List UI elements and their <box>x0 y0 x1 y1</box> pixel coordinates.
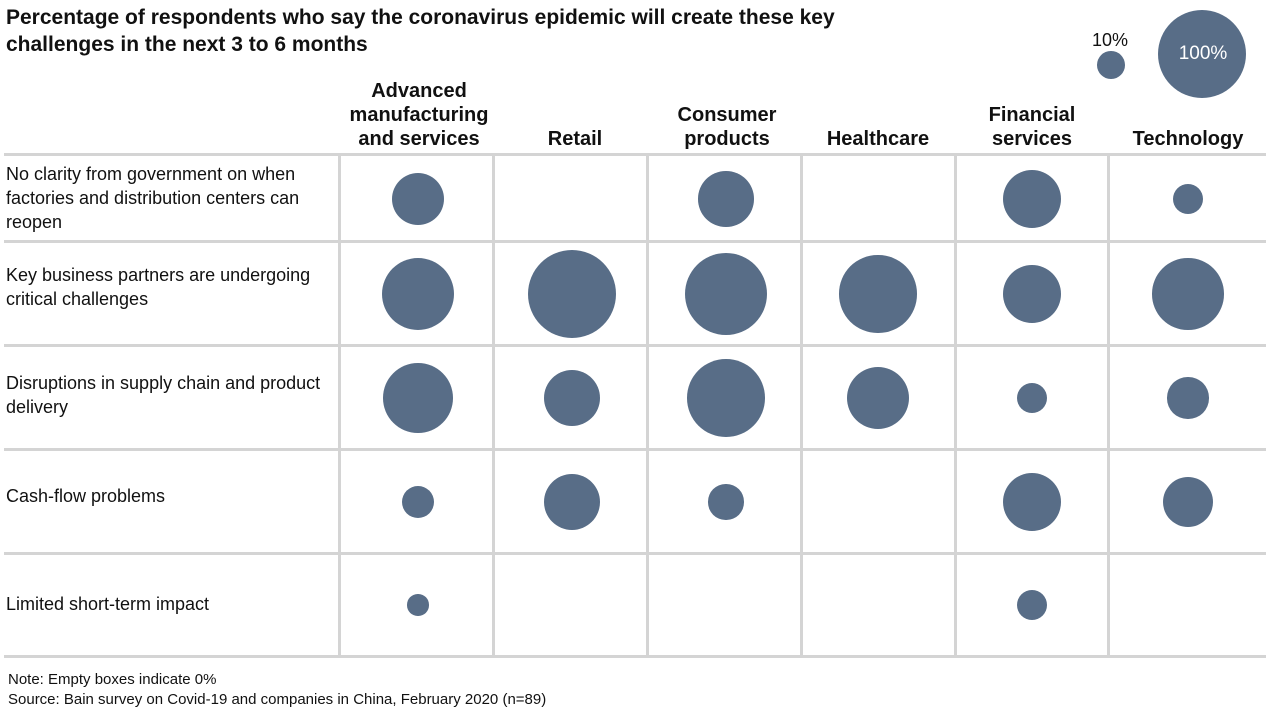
bubble-r1-c3 <box>698 171 754 227</box>
legend-bubble-small <box>1097 51 1125 79</box>
bubble-r2-c3 <box>684 252 768 336</box>
bubble-r4-c5 <box>1002 472 1062 532</box>
row-divider <box>4 448 1266 451</box>
bubble-r3-c3 <box>687 359 765 437</box>
bubble-r5-c5 <box>1016 589 1048 621</box>
bubble-r4-c2 <box>543 473 601 531</box>
column-divider <box>1107 155 1110 657</box>
row-label-supply-chain: Disruptions in supply chain and product … <box>6 373 321 417</box>
bubble-r2-c5 <box>1002 264 1062 324</box>
row-label-limited-impact: Limited short-term impact <box>6 594 210 614</box>
bubble-r3-c2 <box>543 369 601 427</box>
bubble-r4-c6 <box>1162 476 1214 528</box>
bubble-r3-c4 <box>846 366 910 430</box>
bubble-r3-c6 <box>1167 377 1209 419</box>
row-divider <box>4 153 1266 156</box>
row-divider <box>4 552 1266 555</box>
note-text: Note: Empty boxes indicate 0% <box>8 671 217 688</box>
legend-bubble-large <box>1158 10 1246 98</box>
row-label-cash-flow: Cash-flow problems <box>6 486 166 506</box>
column-divider <box>338 155 341 657</box>
bubble-r1-c1 <box>391 172 445 226</box>
bubble-r2-c1 <box>381 257 455 331</box>
column-header-retail: Retail <box>547 128 603 150</box>
column-divider <box>800 155 803 657</box>
column-header-healthcare: Healthcare <box>826 128 930 150</box>
column-header-advanced-manufacturing: Advanced manufacturing and services <box>349 80 489 150</box>
row-label-business-partners: Key business partners are undergoing cri… <box>6 265 311 309</box>
column-divider <box>646 155 649 657</box>
bubble-r1-c5 <box>1002 169 1062 229</box>
column-header-consumer-products: Consumer products <box>677 104 777 150</box>
bubble-r4-c1 <box>401 485 435 519</box>
row-divider <box>4 655 1266 658</box>
legend-label-small: 10% <box>1092 30 1129 50</box>
bubble-r2-c6 <box>1152 258 1224 330</box>
row-divider <box>4 344 1266 347</box>
bubble-r2-c4 <box>839 255 917 333</box>
source-text: Source: Bain survey on Covid-19 and comp… <box>8 691 547 708</box>
legend-label-large: 100% <box>1178 43 1228 64</box>
column-divider <box>492 155 495 657</box>
bubble-r4-c3 <box>708 484 744 520</box>
bubble-r1-c6 <box>1172 183 1204 215</box>
column-header-financial-services: Financial services <box>988 104 1076 150</box>
column-divider <box>954 155 957 657</box>
column-header-technology: Technology <box>1132 128 1244 150</box>
bubble-r3-c5 <box>1016 382 1048 414</box>
row-divider <box>4 240 1266 243</box>
bubble-r5-c1 <box>407 594 429 616</box>
bubble-r2-c2 <box>528 250 616 338</box>
chart-title: Percentage of respondents who say the co… <box>6 6 835 56</box>
row-label-government-clarity: No clarity from government on when facto… <box>6 164 300 232</box>
bubble-r3-c1 <box>383 363 453 433</box>
